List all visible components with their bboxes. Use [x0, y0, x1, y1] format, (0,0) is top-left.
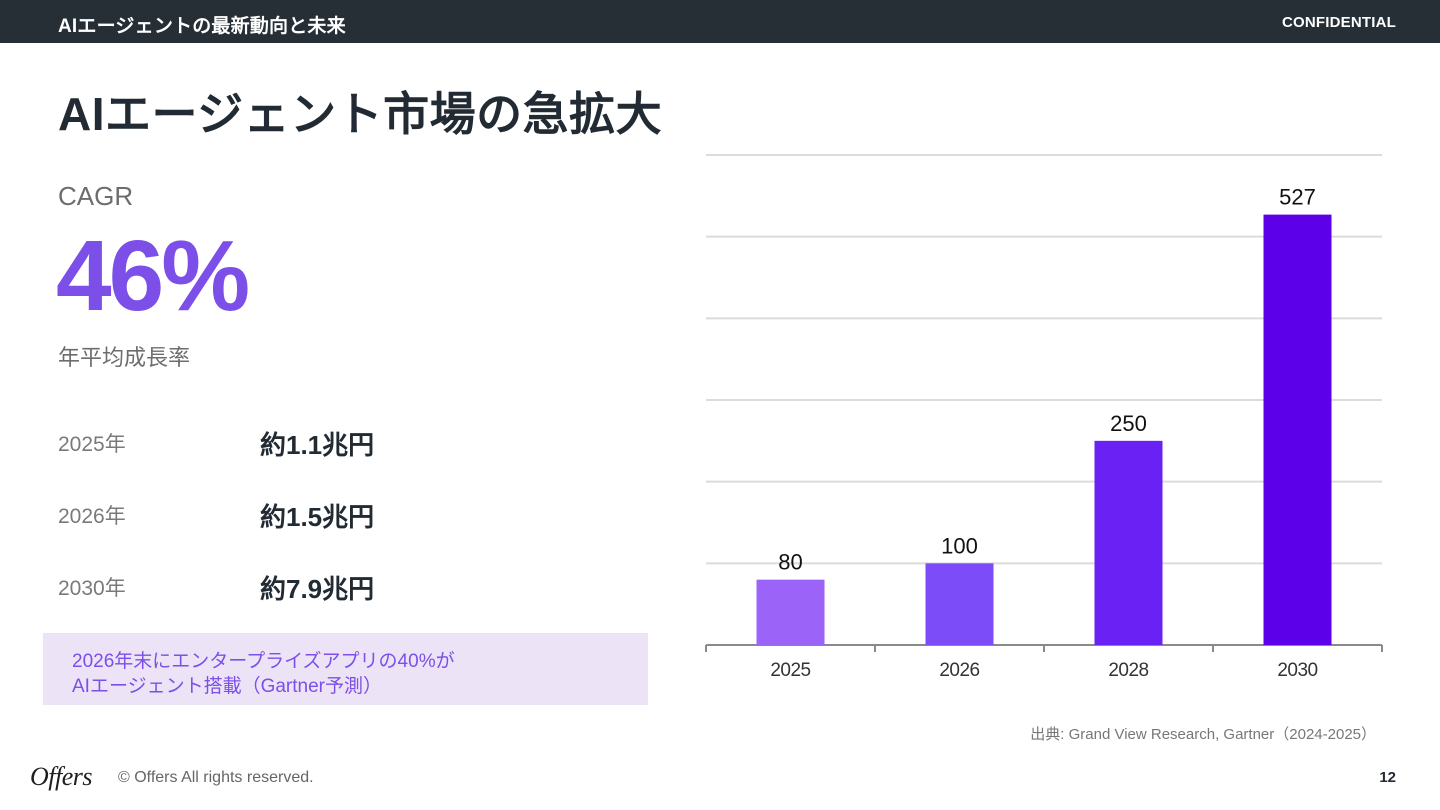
source-note: 出典: Grand View Research, Gartner（2024-20… — [1030, 726, 1376, 743]
data-label: 100 — [941, 533, 978, 558]
stat-year: 2025年 — [58, 433, 126, 456]
stat-amount: 約7.9兆円 — [260, 574, 375, 604]
callout-line: AIエージェント搭載（Gartner予測） — [72, 676, 382, 697]
bar-2030 — [1263, 214, 1332, 645]
stat-row-2026: 2026年 約1.5兆円 — [58, 500, 578, 532]
page-title: AIエージェント市場の急拡大 — [58, 88, 663, 140]
data-label: 527 — [1279, 185, 1316, 210]
top-bar: AIエージェントの最新動向と未来 CONFIDENTIAL — [0, 0, 1440, 43]
bar-2028 — [1094, 440, 1163, 645]
stat-year: 2030年 — [58, 577, 126, 600]
confidential-label: CONFIDENTIAL — [1281, 14, 1396, 31]
stat-row-2030: 2030年 約7.9兆円 — [58, 572, 578, 604]
x-tick-label: 2028 — [1108, 660, 1148, 681]
cagr-value: 46% — [56, 220, 250, 332]
stat-year: 2026年 — [58, 505, 126, 528]
stat-amount: 約1.5兆円 — [260, 502, 375, 532]
callout-box: 2026年末にエンタープライズアプリの40%が AIエージェント搭載（Gartn… — [43, 633, 648, 705]
cagr-description: 年平均成長率 — [58, 345, 191, 370]
x-tick-label: 2025 — [770, 660, 810, 681]
bar-2025 — [756, 579, 825, 645]
data-label: 250 — [1110, 411, 1147, 436]
cagr-label: CAGR — [58, 181, 134, 211]
x-tick-label: 2030 — [1277, 660, 1317, 681]
callout-line: 2026年末にエンタープライズアプリの40%が — [72, 651, 455, 672]
stat-row-2025: 2025年 約1.1兆円 — [58, 428, 578, 460]
page-number: 12 — [1379, 769, 1396, 786]
copyright-text: © Offers All rights reserved. — [118, 769, 314, 786]
data-label: 80 — [778, 550, 802, 575]
deck-title: AIエージェントの最新動向と未来 — [58, 16, 346, 37]
x-tick-label: 2026 — [939, 660, 979, 681]
bar-2026 — [925, 563, 994, 645]
stat-amount: 約1.1兆円 — [260, 430, 375, 460]
offers-logo: Offers — [30, 762, 93, 791]
